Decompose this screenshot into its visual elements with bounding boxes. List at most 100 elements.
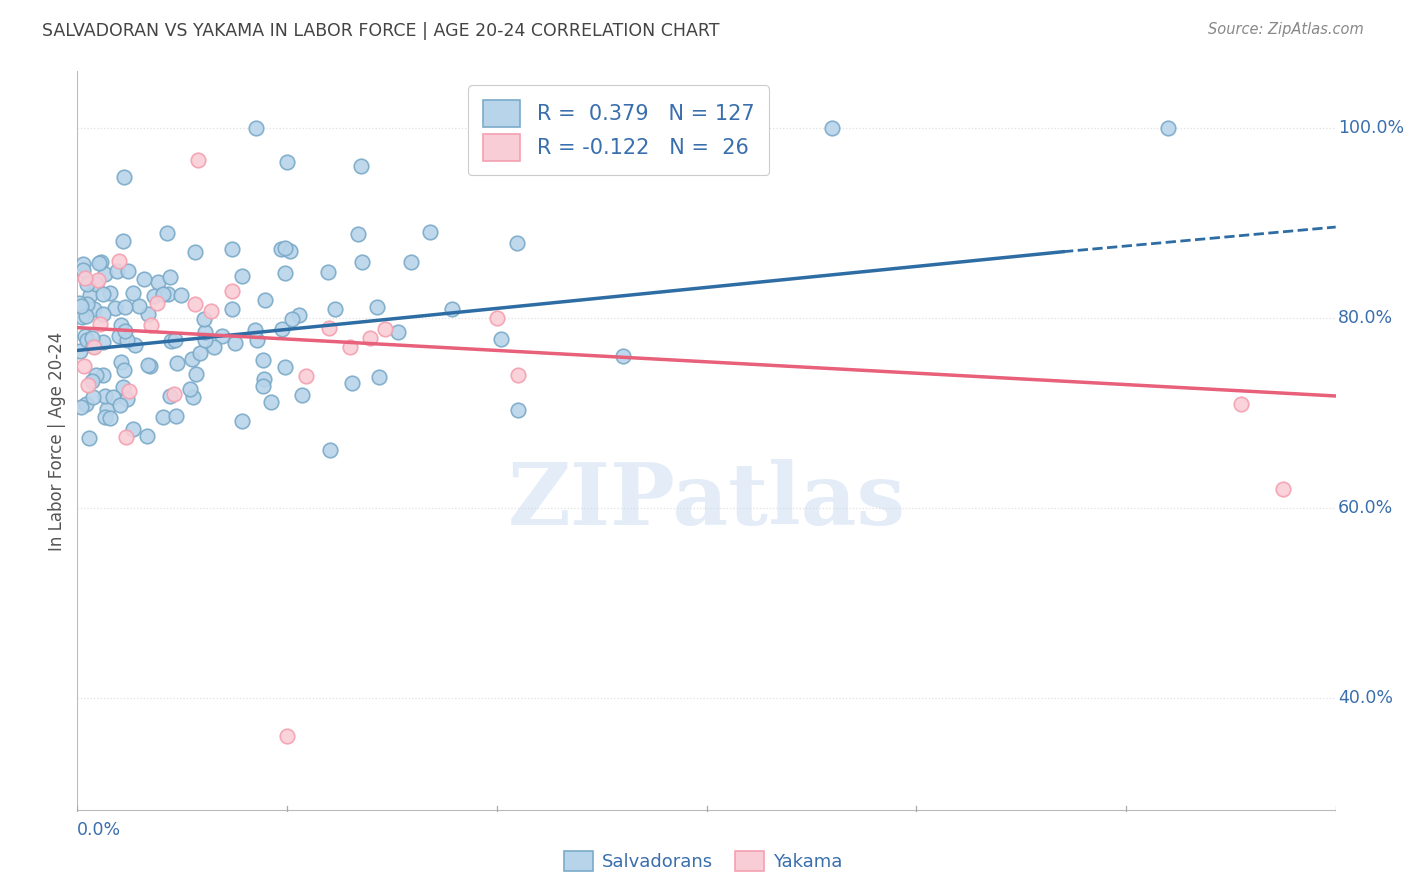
Point <box>200 303 222 318</box>
Point <box>72 262 94 277</box>
Point <box>152 287 174 301</box>
Point <box>114 300 136 314</box>
Point <box>111 379 134 393</box>
Point <box>194 325 217 339</box>
Point <box>96 401 118 416</box>
Point <box>294 369 316 384</box>
Point <box>211 328 233 343</box>
Point <box>194 333 217 347</box>
Point <box>103 390 125 404</box>
Text: 80.0%: 80.0% <box>1339 310 1393 327</box>
Point <box>318 320 340 334</box>
Point <box>110 398 132 412</box>
Point <box>77 431 100 445</box>
Point <box>278 244 301 259</box>
Point <box>105 264 128 278</box>
Point <box>485 311 508 326</box>
Point <box>252 378 274 392</box>
Point <box>112 363 135 377</box>
Point <box>94 410 117 425</box>
Point <box>221 242 243 256</box>
Point <box>184 245 207 260</box>
Point <box>98 286 121 301</box>
Legend: Salvadorans, Yakama: Salvadorans, Yakama <box>557 844 849 879</box>
Point <box>91 307 114 321</box>
Point <box>69 401 91 415</box>
Point <box>76 277 98 291</box>
Point <box>340 376 363 390</box>
Point <box>224 336 246 351</box>
Point <box>316 265 339 279</box>
Point <box>186 368 208 382</box>
Text: SALVADORAN VS YAKAMA IN LABOR FORCE | AGE 20-24 CORRELATION CHART: SALVADORAN VS YAKAMA IN LABOR FORCE | AG… <box>42 22 720 40</box>
Point <box>70 299 93 313</box>
Point <box>612 349 634 363</box>
Point <box>245 121 267 136</box>
Point <box>110 355 132 369</box>
Point <box>387 325 409 339</box>
Point <box>91 334 114 349</box>
Point <box>146 275 169 289</box>
Point <box>72 359 94 373</box>
Point <box>73 270 96 285</box>
Point <box>157 286 180 301</box>
Point <box>76 334 98 348</box>
Point <box>70 310 93 324</box>
Point <box>159 269 181 284</box>
Point <box>112 170 135 185</box>
Point <box>347 227 370 242</box>
Point <box>359 331 381 345</box>
Text: 0.0%: 0.0% <box>77 821 121 838</box>
Point <box>136 429 159 443</box>
Point <box>374 321 396 335</box>
Point <box>280 312 302 326</box>
Point <box>273 241 295 255</box>
Point <box>87 273 110 287</box>
Point <box>270 242 292 256</box>
Point <box>104 301 127 316</box>
Point <box>821 121 844 136</box>
Point <box>67 295 90 310</box>
Point <box>122 422 145 436</box>
Point <box>156 226 179 240</box>
Point <box>84 368 107 382</box>
Point <box>339 340 361 354</box>
Point <box>73 329 96 343</box>
Point <box>108 328 131 343</box>
Point <box>254 293 277 307</box>
Text: Source: ZipAtlas.com: Source: ZipAtlas.com <box>1208 22 1364 37</box>
Point <box>1230 396 1253 410</box>
Point <box>75 397 97 411</box>
Point <box>366 300 388 314</box>
Point <box>246 334 269 348</box>
Point <box>90 255 112 269</box>
Point <box>163 334 186 348</box>
Point <box>138 307 160 321</box>
Point <box>121 285 143 300</box>
Point <box>276 154 298 169</box>
Point <box>114 324 136 338</box>
Point <box>179 382 201 396</box>
Point <box>188 346 211 360</box>
Point <box>231 269 253 284</box>
Point <box>94 388 117 402</box>
Text: 40.0%: 40.0% <box>1339 689 1393 706</box>
Text: 100.0%: 100.0% <box>1339 120 1405 137</box>
Point <box>221 302 243 317</box>
Point <box>231 414 253 428</box>
Point <box>319 443 342 458</box>
Point <box>202 340 225 354</box>
Text: ZIPatlas: ZIPatlas <box>508 458 905 542</box>
Point <box>181 390 204 404</box>
Point <box>139 359 162 373</box>
Point <box>146 296 169 310</box>
Point <box>110 318 132 333</box>
Point <box>115 392 138 406</box>
Legend: R =  0.379   N = 127, R = -0.122   N =  26: R = 0.379 N = 127, R = -0.122 N = 26 <box>468 86 769 176</box>
Point <box>288 308 311 322</box>
Point <box>69 344 91 359</box>
Point <box>352 254 374 268</box>
Point <box>128 299 150 313</box>
Point <box>325 302 347 317</box>
Point <box>419 225 441 239</box>
